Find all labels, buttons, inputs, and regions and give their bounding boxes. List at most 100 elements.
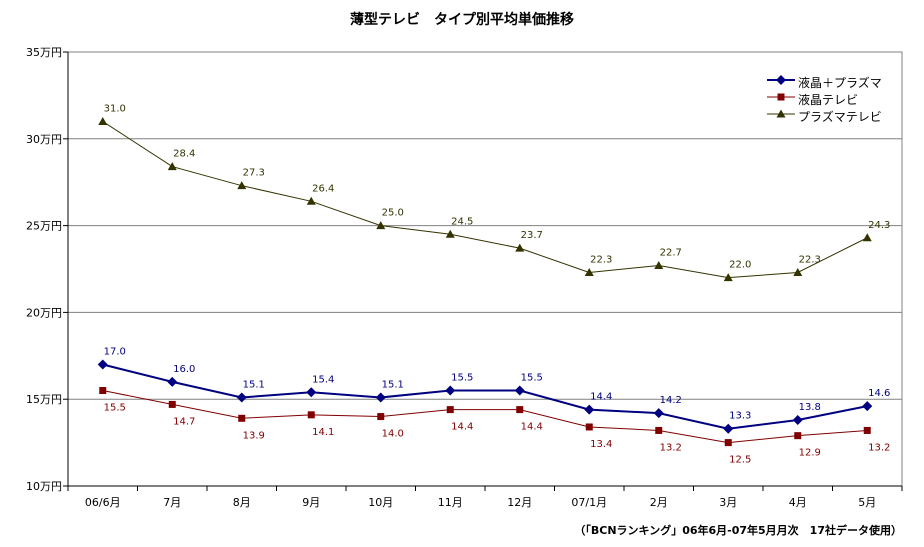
data-label: 13.4: [590, 439, 612, 450]
data-point: [167, 162, 177, 171]
y-tick-label: 35万円: [26, 46, 62, 59]
data-label: 14.0: [382, 429, 404, 440]
x-tick-label: 11月: [438, 496, 463, 509]
series-lines: [97, 116, 873, 447]
legend-swatch: [767, 93, 795, 101]
data-point: [376, 221, 386, 230]
y-tick-label: 15万円: [26, 393, 62, 406]
data-label: 17.0: [104, 346, 126, 357]
series-line: [102, 121, 868, 279]
x-tick-label: 3月: [719, 496, 737, 509]
data-point: [445, 229, 455, 238]
data-label: 13.2: [868, 442, 890, 453]
data-label: 13.2: [660, 442, 682, 453]
data-point: [654, 261, 664, 270]
data-point: [792, 415, 803, 426]
data-point: [863, 426, 871, 434]
data-label: 15.5: [104, 403, 126, 414]
data-labels: 17.0 16.0 15.1 15.4 15.1 15.5 15.5 14.4 14.2 13.3…: [104, 103, 891, 465]
data-point: [516, 406, 524, 414]
data-label: 14.1: [312, 427, 334, 438]
data-point: [514, 385, 525, 396]
data-point: [723, 273, 733, 282]
data-label: 14.4: [521, 422, 543, 433]
data-point: [306, 387, 317, 398]
x-tick-label: 9月: [302, 496, 320, 509]
x-tick-label: 7月: [163, 496, 181, 509]
data-point: [99, 387, 107, 395]
data-point: [237, 181, 247, 190]
series-line: [102, 363, 868, 430]
x-tick-label: 10月: [368, 496, 393, 509]
x-tick-label: 8月: [233, 496, 251, 509]
data-point: [97, 359, 108, 370]
data-label: 12.5: [729, 455, 751, 466]
data-label: 14.2: [660, 395, 682, 406]
series-2: [98, 116, 872, 282]
data-point: [375, 392, 386, 403]
data-label: 27.3: [243, 168, 265, 179]
data-label: 13.8: [799, 402, 821, 413]
x-tick-label: 5月: [858, 496, 876, 509]
legend-label: 液晶テレビ: [798, 93, 859, 107]
data-label: 15.1: [243, 379, 265, 390]
data-point: [167, 376, 178, 387]
data-point: [584, 267, 594, 276]
legend-label: プラズマテレビ: [798, 110, 882, 124]
data-point: [584, 404, 595, 415]
data-point: [236, 392, 247, 403]
x-tick-label: 4月: [789, 496, 807, 509]
x-tick-label: 06/6月: [85, 496, 121, 509]
legend-item: 液晶＋プラズマ: [762, 73, 886, 90]
legend-marker: [776, 109, 786, 118]
legend-item: 液晶テレビ: [762, 90, 886, 107]
series-0: [97, 359, 873, 434]
data-point: [515, 243, 525, 252]
data-label: 24.5: [451, 216, 473, 227]
legend-item: プラズマテレビ: [762, 107, 886, 124]
axes: 10万円 15万円 20万円 25万円 30万円 35万円 06/6月 7月 8月 9月 10月 11…: [26, 46, 903, 509]
data-label: 28.4: [173, 149, 195, 160]
legend-swatch: [767, 75, 795, 85]
data-point: [794, 432, 802, 440]
data-point: [653, 408, 664, 419]
gridlines: [68, 138, 902, 400]
data-label: 23.7: [521, 230, 543, 241]
data-label: 12.9: [799, 448, 821, 459]
data-point: [98, 116, 108, 125]
data-point: [168, 400, 176, 408]
data-label: 13.3: [729, 411, 751, 422]
legend-marker: [776, 75, 786, 85]
x-tick-label: 07/1月: [571, 496, 607, 509]
legend: 液晶＋プラズマ 液晶テレビプラズマテレビ: [762, 65, 886, 125]
legend-swatch: [767, 109, 795, 118]
data-point: [585, 423, 593, 431]
data-point: [793, 267, 803, 276]
source-note: （「BCNランキング」06年6月-07年5月月次 17社データ使用）: [574, 524, 902, 537]
data-label: 24.3: [868, 220, 890, 231]
data-point: [238, 414, 246, 422]
data-point: [862, 233, 872, 242]
legend-marker: [777, 93, 785, 101]
data-point: [445, 385, 456, 396]
data-label: 25.0: [382, 208, 404, 219]
data-label: 22.7: [660, 248, 682, 259]
data-label: 22.3: [590, 254, 612, 265]
series-1: [99, 387, 871, 447]
data-label: 31.0: [104, 103, 126, 114]
x-tick-label: 2月: [650, 496, 668, 509]
data-point: [723, 423, 734, 434]
legend-label: 液晶＋プラズマ: [798, 76, 882, 90]
data-label: 14.4: [590, 392, 612, 403]
data-label: 22.0: [729, 260, 751, 271]
y-tick-label: 30万円: [26, 133, 62, 146]
data-label: 15.5: [451, 373, 473, 384]
data-point: [862, 401, 873, 412]
data-point: [724, 439, 732, 447]
data-label: 15.4: [312, 374, 334, 385]
x-tick-label: 12月: [507, 496, 532, 509]
data-point: [446, 406, 454, 414]
y-tick-label: 20万円: [26, 306, 62, 319]
y-tick-label: 25万円: [26, 220, 62, 233]
